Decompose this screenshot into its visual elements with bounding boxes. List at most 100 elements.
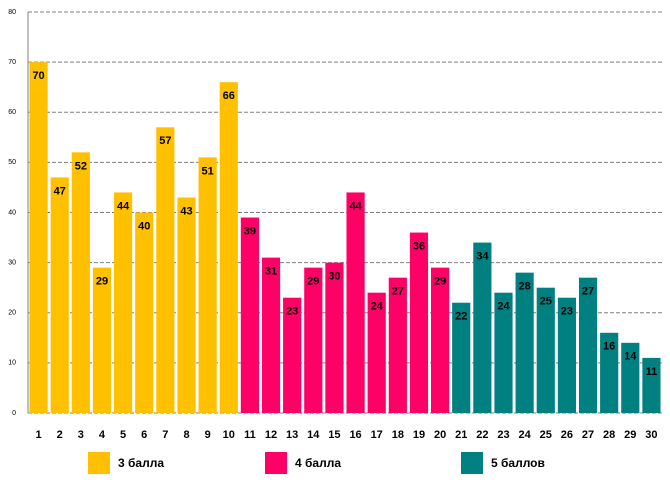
bar xyxy=(219,82,238,414)
bar xyxy=(409,232,429,413)
bar xyxy=(494,292,513,413)
legend-label: 4 балла xyxy=(295,456,341,470)
x-tick-label: 26 xyxy=(561,429,573,441)
x-tick-label: 29 xyxy=(624,429,636,441)
bar xyxy=(346,192,365,413)
bar xyxy=(515,272,534,413)
legend-swatch xyxy=(265,452,287,474)
bar xyxy=(642,357,661,413)
data-label: 11 xyxy=(646,366,658,378)
bar xyxy=(156,127,175,413)
data-label: 44 xyxy=(117,200,130,212)
data-label: 57 xyxy=(159,135,171,147)
x-tick-label: 16 xyxy=(349,429,361,441)
bar xyxy=(325,262,344,413)
legend-label: 5 баллов xyxy=(491,456,545,470)
y-tick-label: 40 xyxy=(8,209,16,216)
x-tick-label: 7 xyxy=(162,429,168,441)
bar xyxy=(50,177,69,413)
data-label: 66 xyxy=(223,90,235,102)
legend-swatch xyxy=(461,452,483,474)
x-tick-label: 8 xyxy=(183,429,189,441)
data-label: 27 xyxy=(392,286,404,298)
x-tick-label: 12 xyxy=(265,429,277,441)
data-label: 70 xyxy=(32,70,44,82)
x-tick-label: 13 xyxy=(286,429,298,441)
bar xyxy=(578,277,598,413)
x-tick-label: 2 xyxy=(57,429,63,441)
x-tick-label: 9 xyxy=(205,429,211,441)
data-label: 31 xyxy=(265,266,277,278)
x-tick-label: 23 xyxy=(497,429,509,441)
y-tick-label: 60 xyxy=(8,109,16,116)
x-tick-label: 20 xyxy=(434,429,446,441)
x-tick-label: 25 xyxy=(540,429,552,441)
data-label: 29 xyxy=(96,276,108,288)
data-label: 43 xyxy=(180,205,192,217)
data-label: 52 xyxy=(75,160,87,172)
y-tick-label: 80 xyxy=(8,9,16,16)
data-label: 44 xyxy=(349,200,362,212)
bar xyxy=(452,302,471,413)
x-tick-label: 11 xyxy=(244,429,256,441)
y-tick-label: 20 xyxy=(8,310,16,317)
x-tick-label: 22 xyxy=(476,429,488,441)
bar xyxy=(177,197,196,413)
bar xyxy=(621,342,640,413)
data-label: 34 xyxy=(476,250,489,262)
bar xyxy=(473,242,492,413)
bar xyxy=(367,292,386,413)
bar xyxy=(388,277,407,413)
data-label: 27 xyxy=(582,286,594,298)
data-label: 39 xyxy=(244,225,256,237)
data-label: 29 xyxy=(434,276,446,288)
bar xyxy=(240,217,259,413)
x-tick-label: 14 xyxy=(307,429,320,441)
data-label: 36 xyxy=(413,240,425,252)
data-label: 24 xyxy=(371,301,384,313)
bar xyxy=(135,212,154,413)
y-tick-label: 70 xyxy=(8,59,16,66)
data-label: 28 xyxy=(519,281,531,293)
legend-label: 3 балла xyxy=(118,456,164,470)
bar xyxy=(304,267,323,413)
x-tick-label: 10 xyxy=(223,429,235,441)
x-tick-label: 19 xyxy=(413,429,425,441)
y-tick-label: 50 xyxy=(8,159,16,166)
y-tick-label: 0 xyxy=(12,410,16,417)
y-tick-label: 10 xyxy=(8,360,16,367)
x-tick-label: 24 xyxy=(519,429,532,441)
bar xyxy=(198,157,217,413)
bar xyxy=(261,257,281,413)
data-label: 51 xyxy=(202,165,214,177)
data-label: 25 xyxy=(540,296,552,308)
data-label: 30 xyxy=(328,271,340,283)
x-tick-label: 1 xyxy=(36,429,42,441)
y-tick-label: 30 xyxy=(8,259,16,266)
x-tick-label: 30 xyxy=(645,429,657,441)
data-label: 40 xyxy=(138,220,150,232)
x-tick-label: 21 xyxy=(455,429,467,441)
data-label: 47 xyxy=(54,185,66,197)
data-label: 23 xyxy=(561,306,573,318)
x-tick-label: 15 xyxy=(328,429,340,441)
data-label: 22 xyxy=(455,311,467,323)
bar xyxy=(536,287,555,413)
x-tick-label: 3 xyxy=(78,429,84,441)
bar xyxy=(600,332,619,413)
legend-swatch xyxy=(88,452,110,474)
data-label: 14 xyxy=(624,351,637,363)
x-tick-label: 27 xyxy=(582,429,594,441)
data-label: 23 xyxy=(286,306,298,318)
bar xyxy=(431,267,450,413)
bar xyxy=(92,267,112,413)
data-label: 29 xyxy=(307,276,319,288)
x-tick-label: 17 xyxy=(371,429,383,441)
data-label: 24 xyxy=(497,301,510,313)
x-tick-label: 18 xyxy=(392,429,404,441)
x-tick-label: 4 xyxy=(99,429,106,441)
bar xyxy=(114,192,133,413)
x-tick-label: 5 xyxy=(120,429,126,441)
bar xyxy=(71,152,90,413)
